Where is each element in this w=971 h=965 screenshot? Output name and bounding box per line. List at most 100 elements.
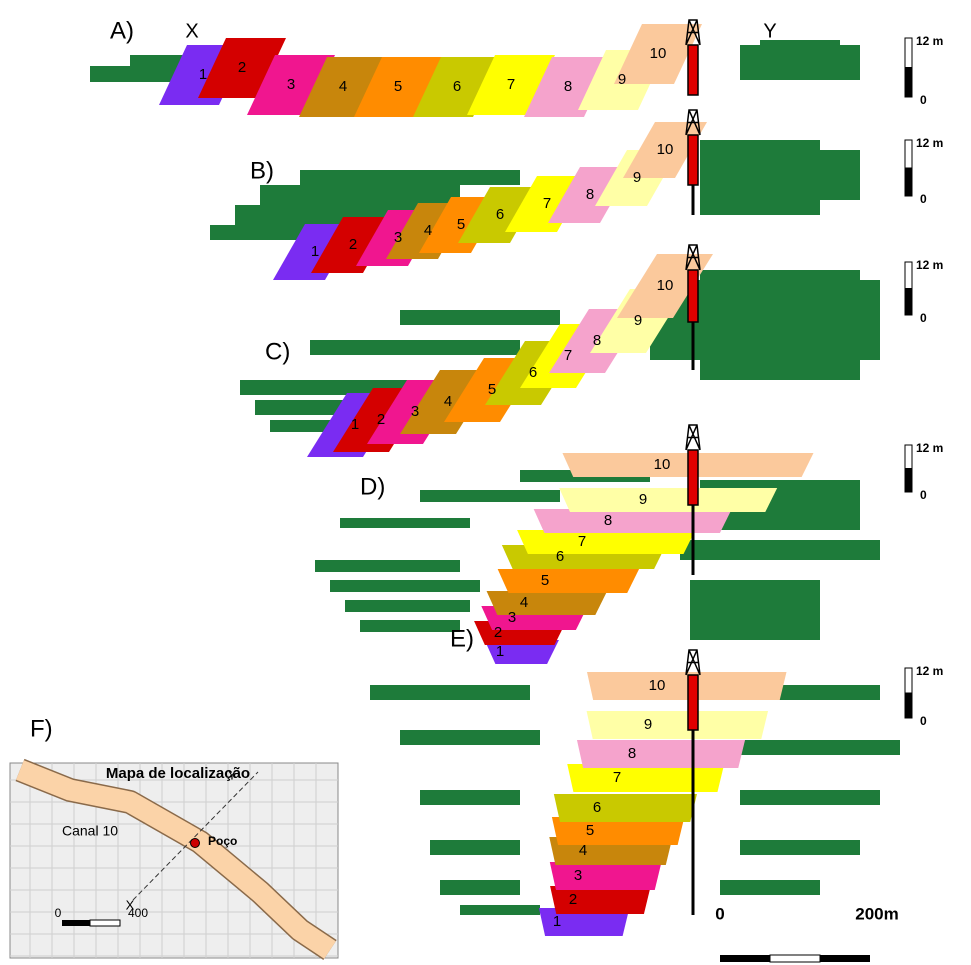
panel-label: F) xyxy=(30,715,53,742)
vscale-label: 12 m xyxy=(916,664,943,678)
unit-9 xyxy=(587,711,768,739)
unit-label: 5 xyxy=(586,822,594,839)
well-log xyxy=(688,45,698,95)
unit-label: 1 xyxy=(496,643,504,660)
unit-label: 6 xyxy=(556,548,564,565)
panel-label: D) xyxy=(360,473,385,500)
location-map: F) Mapa de localização Canal 10 Poço X Y… xyxy=(10,715,338,958)
unit-label: 5 xyxy=(394,78,402,95)
host-rock xyxy=(400,310,560,325)
unit-9 xyxy=(559,488,777,512)
unit-8 xyxy=(577,740,745,768)
host-rock xyxy=(340,518,470,528)
host-rock xyxy=(440,880,520,895)
host-rock xyxy=(720,880,820,895)
unit-label: 4 xyxy=(579,842,587,859)
unit-label: 3 xyxy=(287,76,295,93)
unit-label: 5 xyxy=(457,216,465,233)
unit-label: 2 xyxy=(569,891,577,908)
map-scale-white xyxy=(90,920,120,926)
unit-label: 4 xyxy=(424,222,432,239)
scale-label: 200m xyxy=(855,904,898,923)
well-log xyxy=(688,450,698,505)
section-end: Y xyxy=(763,20,776,42)
unit-8 xyxy=(534,509,732,533)
unit-label: 8 xyxy=(586,186,594,203)
panel-label: C) xyxy=(265,338,290,365)
vscale-label: 0 xyxy=(920,192,927,206)
unit-label: 8 xyxy=(604,512,612,529)
vscale-label: 0 xyxy=(920,488,927,502)
host-rock xyxy=(430,840,520,855)
well-label: Poço xyxy=(208,834,237,848)
vscale-label: 12 m xyxy=(916,34,943,48)
panel-label: A) xyxy=(110,17,134,44)
unit-label: 10 xyxy=(657,277,674,294)
host-rock xyxy=(740,840,860,855)
unit-label: 3 xyxy=(411,403,419,420)
unit-label: 4 xyxy=(444,393,452,410)
host-rock xyxy=(690,580,820,640)
vscale-label: 0 xyxy=(920,311,927,325)
cross-section: 12345678910A)XY12 m0 xyxy=(90,17,943,117)
unit-label: 6 xyxy=(496,206,504,223)
host-rock xyxy=(740,45,860,80)
unit-label: 4 xyxy=(339,78,347,95)
derrick xyxy=(686,650,700,675)
unit-label: 7 xyxy=(564,347,572,364)
vscale-label: 0 xyxy=(920,93,927,107)
host-rock xyxy=(300,170,520,185)
unit-2 xyxy=(550,886,651,914)
unit-label: 2 xyxy=(238,59,246,76)
vscale-white xyxy=(905,445,912,469)
unit-label: 1 xyxy=(553,913,561,930)
scale-white xyxy=(770,955,820,962)
map-scale-label: 0 xyxy=(55,906,62,920)
unit-7 xyxy=(517,530,695,554)
unit-label: 9 xyxy=(634,312,642,329)
unit-label: 2 xyxy=(377,411,385,428)
unit-3 xyxy=(550,862,662,890)
scale-label: 0 xyxy=(715,904,724,923)
scale-bar: 0 200m xyxy=(715,904,898,962)
unit-5 xyxy=(498,569,639,593)
figure: F) Mapa de localização Canal 10 Poço X Y… xyxy=(0,0,971,965)
panel-label: E) xyxy=(450,625,474,652)
map-scale-black xyxy=(62,920,90,926)
unit-label: 1 xyxy=(351,416,359,433)
unit-label: 9 xyxy=(639,491,647,508)
unit-label: 9 xyxy=(644,716,652,733)
unit-label: 6 xyxy=(529,364,537,381)
vscale-black xyxy=(905,469,912,493)
scale-black xyxy=(820,955,870,962)
well-dot xyxy=(191,839,200,848)
unit-label: 10 xyxy=(650,45,667,62)
host-rock xyxy=(740,790,880,805)
unit-label: 6 xyxy=(453,78,461,95)
unit-10 xyxy=(587,672,787,700)
section-end: X xyxy=(185,20,198,42)
unit-label: 9 xyxy=(633,169,641,186)
unit-label: 10 xyxy=(654,456,671,473)
vscale-white xyxy=(905,668,912,693)
host-rock xyxy=(700,270,860,380)
unit-label: 5 xyxy=(541,572,549,589)
line-end: Y xyxy=(228,767,237,782)
host-rock xyxy=(315,560,460,572)
well-log xyxy=(688,675,698,730)
vscale-label: 12 m xyxy=(916,441,943,455)
unit-label: 2 xyxy=(349,236,357,253)
host-rock xyxy=(360,620,460,632)
unit-label: 8 xyxy=(628,745,636,762)
host-rock xyxy=(400,730,540,745)
host-rock xyxy=(700,140,820,215)
unit-label: 8 xyxy=(564,78,572,95)
vscale-white xyxy=(905,262,912,289)
host-rock xyxy=(345,600,470,612)
host-rock xyxy=(460,905,540,915)
vscale-label: 0 xyxy=(920,714,927,728)
unit-label: 10 xyxy=(649,677,666,694)
host-rock xyxy=(680,540,880,560)
